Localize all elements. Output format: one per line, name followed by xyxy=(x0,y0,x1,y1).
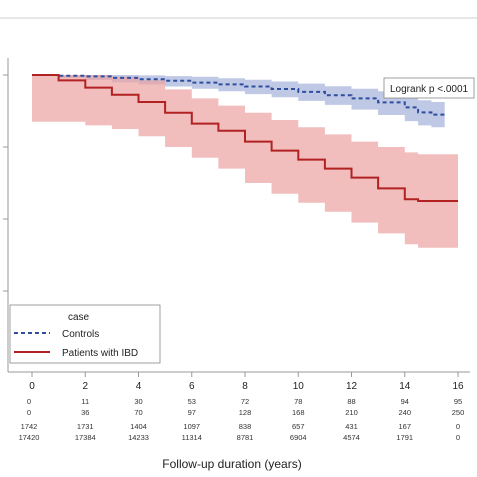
confidence-bands xyxy=(32,75,458,248)
x-axis: 0 2 4 6 8 10 12 14 16 xyxy=(8,371,470,392)
risk-table-cell: 1731 xyxy=(77,422,94,431)
x-tick-label: 4 xyxy=(136,381,142,392)
legend-label-ibd: Patients with IBD xyxy=(62,348,138,359)
risk-table-cell: 14233 xyxy=(128,433,149,442)
risk-table-cell: 94 xyxy=(401,397,409,406)
risk-table-cell: 1097 xyxy=(183,422,200,431)
risk-table-cell: 78 xyxy=(294,397,302,406)
risk-table-cell: 250 xyxy=(452,408,465,417)
risk-table-cell: 0 xyxy=(456,422,460,431)
risk-table-cell: 1742 xyxy=(21,422,38,431)
x-tick-label: 8 xyxy=(242,381,248,392)
risk-table-cell: 431 xyxy=(345,422,358,431)
x-tick-label: 10 xyxy=(293,381,305,392)
risk-table-cell: 0 xyxy=(27,397,31,406)
risk-table-cell: 4574 xyxy=(343,433,360,442)
risk-table-cell: 17420 xyxy=(19,433,40,442)
risk-table-cell: 0 xyxy=(27,408,31,417)
risk-table-cell: 657 xyxy=(292,422,305,431)
confidence-band-controls xyxy=(32,75,445,128)
series-line-controls xyxy=(32,74,445,116)
risk-table-cell: 95 xyxy=(454,397,462,406)
series-line-ibd xyxy=(32,74,458,202)
x-tick-label: 16 xyxy=(452,381,464,392)
y-axis xyxy=(3,58,9,372)
risk-table-cell: 8781 xyxy=(237,433,254,442)
risk-table-cell: 53 xyxy=(188,397,196,406)
risk-table-cell: 11314 xyxy=(182,433,202,442)
logrank-box-frame xyxy=(383,77,475,99)
risk-table-cell: 1404 xyxy=(130,422,147,431)
risk-table-cell: 240 xyxy=(398,408,411,417)
risk-table-cell: 1791 xyxy=(396,433,413,442)
x-tick-label: 6 xyxy=(189,381,195,392)
risk-table-cell: 210 xyxy=(345,408,358,417)
survival-curves xyxy=(32,74,458,202)
x-tick-label: 2 xyxy=(82,381,88,392)
risk-table: 0 11 30 53 72 78 88 94 95 0 36 70 97 128 168 210 240 250 1… xyxy=(19,397,465,442)
risk-table-cell: 128 xyxy=(239,408,252,417)
risk-table-cell: 97 xyxy=(188,408,196,417)
x-tick-label: 12 xyxy=(346,381,358,392)
risk-table-cell: 168 xyxy=(292,408,305,417)
risk-table-cell: 167 xyxy=(398,422,411,431)
risk-table-cell: 17384 xyxy=(75,433,96,442)
risk-table-cell: 88 xyxy=(347,397,355,406)
logrank-text: Logrank p <.0001 xyxy=(390,84,469,95)
risk-table-cell: 72 xyxy=(241,397,249,406)
risk-table-cell: 36 xyxy=(81,408,89,417)
risk-table-cell: 838 xyxy=(239,422,252,431)
risk-table-cell: 6904 xyxy=(290,433,307,442)
logrank-box: Logrank p <.0001 xyxy=(383,77,475,99)
legend-label-controls: Controls xyxy=(62,329,99,340)
x-axis-title: Follow-up duration (years) xyxy=(162,457,301,471)
risk-table-cell: 30 xyxy=(134,397,142,406)
legend-title: case xyxy=(68,312,90,323)
risk-table-cell: 70 xyxy=(134,408,142,417)
x-tick-label: 14 xyxy=(399,381,411,392)
x-tick-label: 0 xyxy=(29,381,35,392)
risk-table-cell: 0 xyxy=(456,433,460,442)
confidence-band-ibd xyxy=(32,75,458,248)
legend: case Controls Patients with IBD xyxy=(9,304,161,364)
risk-table-cell: 11 xyxy=(81,397,89,406)
